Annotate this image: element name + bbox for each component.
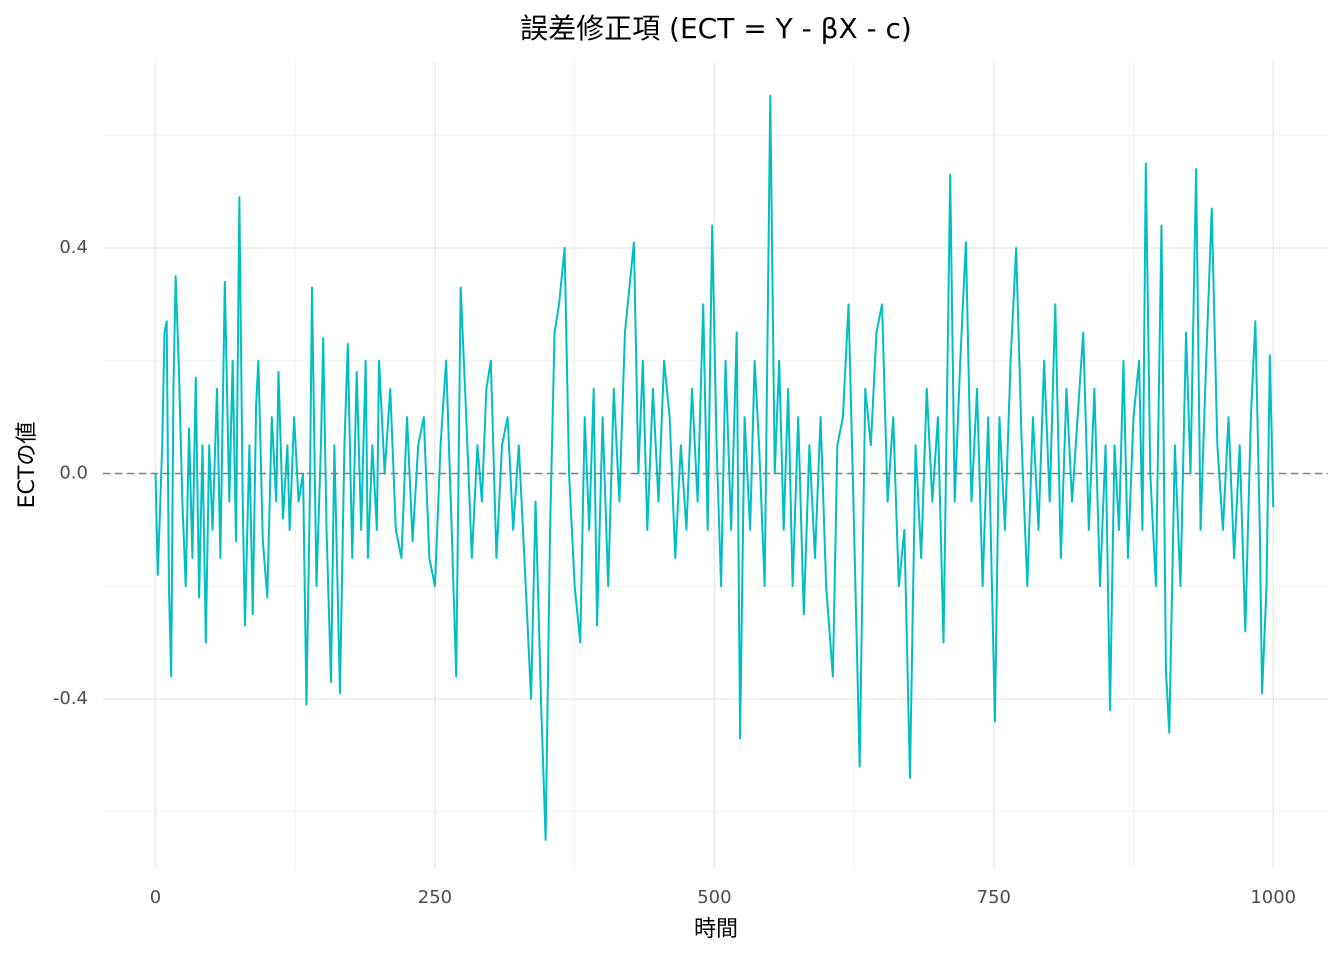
y-tick-label: 0.0: [59, 462, 88, 483]
x-tick-label: 500: [697, 887, 731, 908]
chart-title: 誤差修正項 (ECT = Y - βX - c): [520, 12, 912, 45]
x-axis-label: 時間: [694, 917, 738, 942]
data-line: [154, 94, 1275, 841]
y-tick-label: 0.4: [59, 237, 88, 258]
x-tick-label: 250: [418, 887, 452, 908]
x-tick-label: 750: [977, 887, 1011, 908]
x-tick-label: 1000: [1250, 887, 1296, 908]
y-tick-label: -0.4: [53, 688, 88, 709]
x-tick-label: 0: [150, 887, 161, 908]
y-axis-label: ECTの値: [15, 422, 40, 509]
